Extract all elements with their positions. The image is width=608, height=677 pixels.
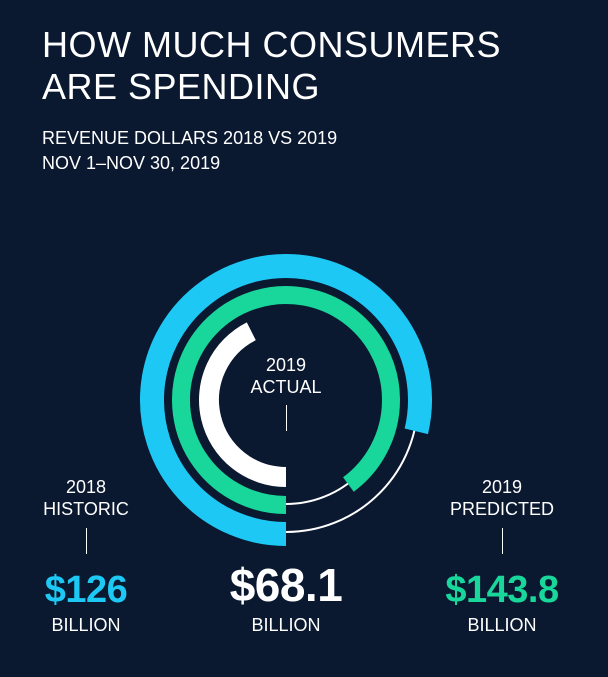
historic-value: $126 bbox=[44, 569, 128, 611]
predicted-label: 2019 PREDICTED bbox=[446, 476, 558, 520]
title-line-1: HOW MUCH CONSUMERS bbox=[42, 24, 501, 65]
subtitle-line-2: NOV 1–NOV 30, 2019 bbox=[42, 153, 221, 173]
historic-connector-line bbox=[86, 528, 87, 554]
chart-subtitle: REVENUE DOLLARS 2018 VS 2019 NOV 1–NOV 3… bbox=[42, 126, 337, 176]
predicted-connector-line bbox=[502, 528, 503, 554]
predicted-value: $143.8 bbox=[445, 569, 559, 611]
actual-label: 2019 ACTUAL bbox=[226, 354, 346, 398]
historic-label-year: 2018 bbox=[65, 477, 107, 497]
actual-label-name: ACTUAL bbox=[250, 377, 322, 397]
actual-value: $68.1 bbox=[229, 559, 343, 611]
actual-connector-line bbox=[286, 405, 287, 431]
chart-title: HOW MUCH CONSUMERS ARE SPENDING bbox=[42, 24, 501, 108]
predicted-label-year: 2019 bbox=[481, 477, 523, 497]
actual-unit: BILLION bbox=[251, 615, 321, 635]
arc-2019-predicted bbox=[172, 286, 400, 514]
subtitle-line-1: REVENUE DOLLARS 2018 VS 2019 bbox=[42, 128, 338, 148]
historic-label: 2018 HISTORIC bbox=[36, 476, 136, 520]
title-line-2: ARE SPENDING bbox=[42, 66, 321, 107]
arc-2018-historic bbox=[140, 254, 432, 546]
predicted-label-name: PREDICTED bbox=[449, 499, 554, 519]
actual-label-year: 2019 bbox=[265, 355, 307, 375]
historic-unit: BILLION bbox=[51, 615, 121, 635]
arc-2019-actual bbox=[199, 322, 287, 487]
predicted-unit: BILLION bbox=[467, 615, 537, 635]
historic-label-name: HISTORIC bbox=[43, 499, 129, 519]
